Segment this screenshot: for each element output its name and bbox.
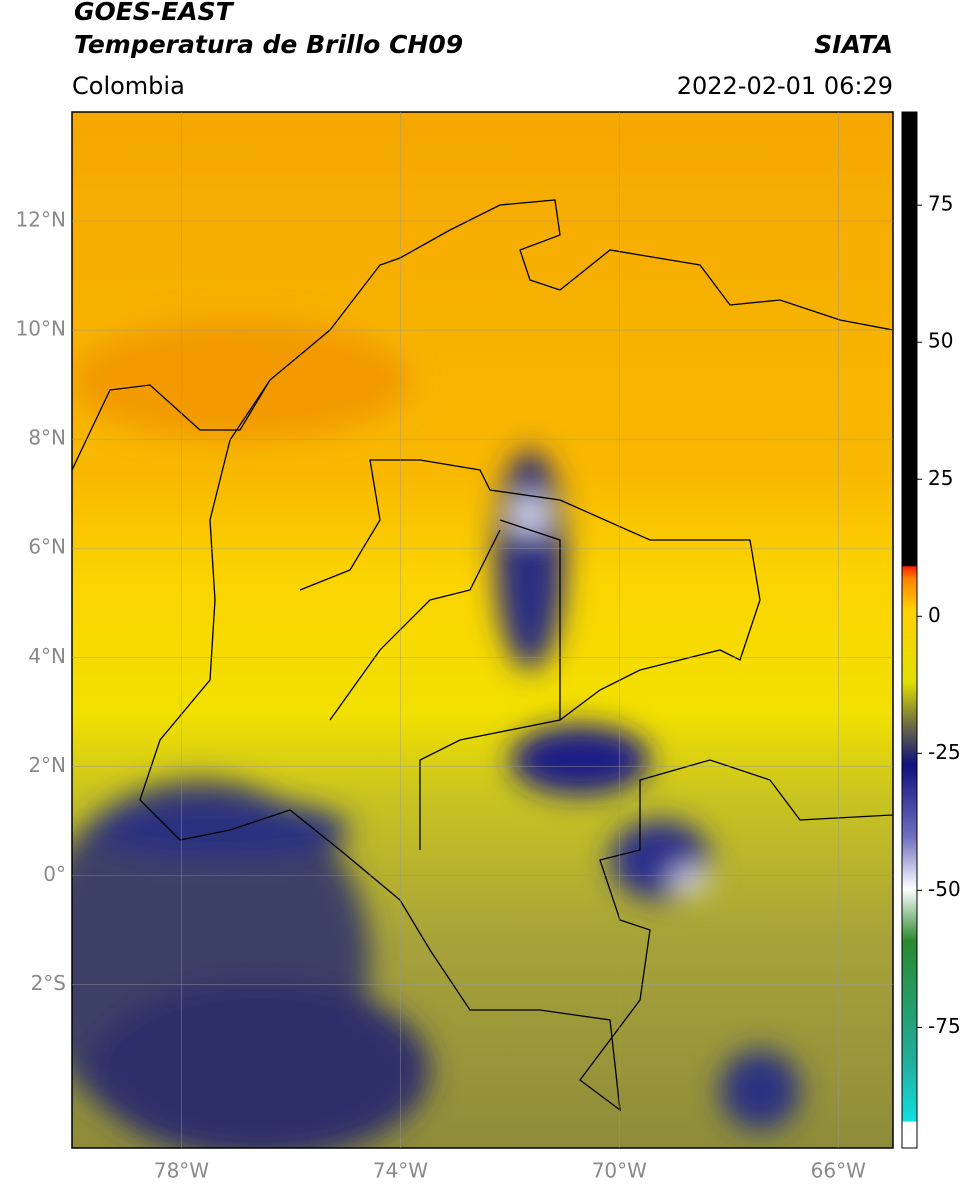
colorbar-tick-label: -75 bbox=[928, 1014, 961, 1038]
satellite-image bbox=[72, 112, 893, 1148]
y-tick-label: 2°N bbox=[28, 753, 66, 777]
colorbar-tick-label: 50 bbox=[928, 329, 953, 353]
subtitle: Temperatura de Brillo CH09 bbox=[74, 30, 463, 59]
source: SIATA bbox=[814, 30, 893, 59]
x-tick-label: 74°W bbox=[373, 1159, 428, 1183]
y-tick-label: 10°N bbox=[16, 317, 66, 341]
y-tick-label: 6°N bbox=[28, 535, 66, 559]
colorbar-tick-label: -50 bbox=[928, 877, 961, 901]
y-tick-label: 4°N bbox=[28, 644, 66, 668]
colorbar-tick-label: 75 bbox=[928, 192, 953, 216]
datetime: 2022-02-01 06:29 bbox=[677, 72, 893, 100]
x-tick-label: 78°W bbox=[154, 1159, 209, 1183]
y-tick-label: 0° bbox=[43, 862, 66, 886]
y-tick-label: 8°N bbox=[28, 426, 66, 450]
colorbar-tick-label: 0 bbox=[928, 603, 941, 627]
colorbar-tick-label: 25 bbox=[928, 466, 953, 490]
map-frame bbox=[71, 111, 894, 1149]
region: Colombia bbox=[72, 72, 185, 100]
colorbar-tick-label: -25 bbox=[928, 740, 961, 764]
colorbar bbox=[901, 111, 918, 1149]
title: GOES-EAST bbox=[74, 0, 235, 26]
y-tick-label: 2°S bbox=[31, 971, 66, 995]
y-tick-label: 12°N bbox=[16, 208, 66, 232]
x-tick-label: 66°W bbox=[811, 1159, 866, 1183]
x-tick-label: 70°W bbox=[592, 1159, 647, 1183]
